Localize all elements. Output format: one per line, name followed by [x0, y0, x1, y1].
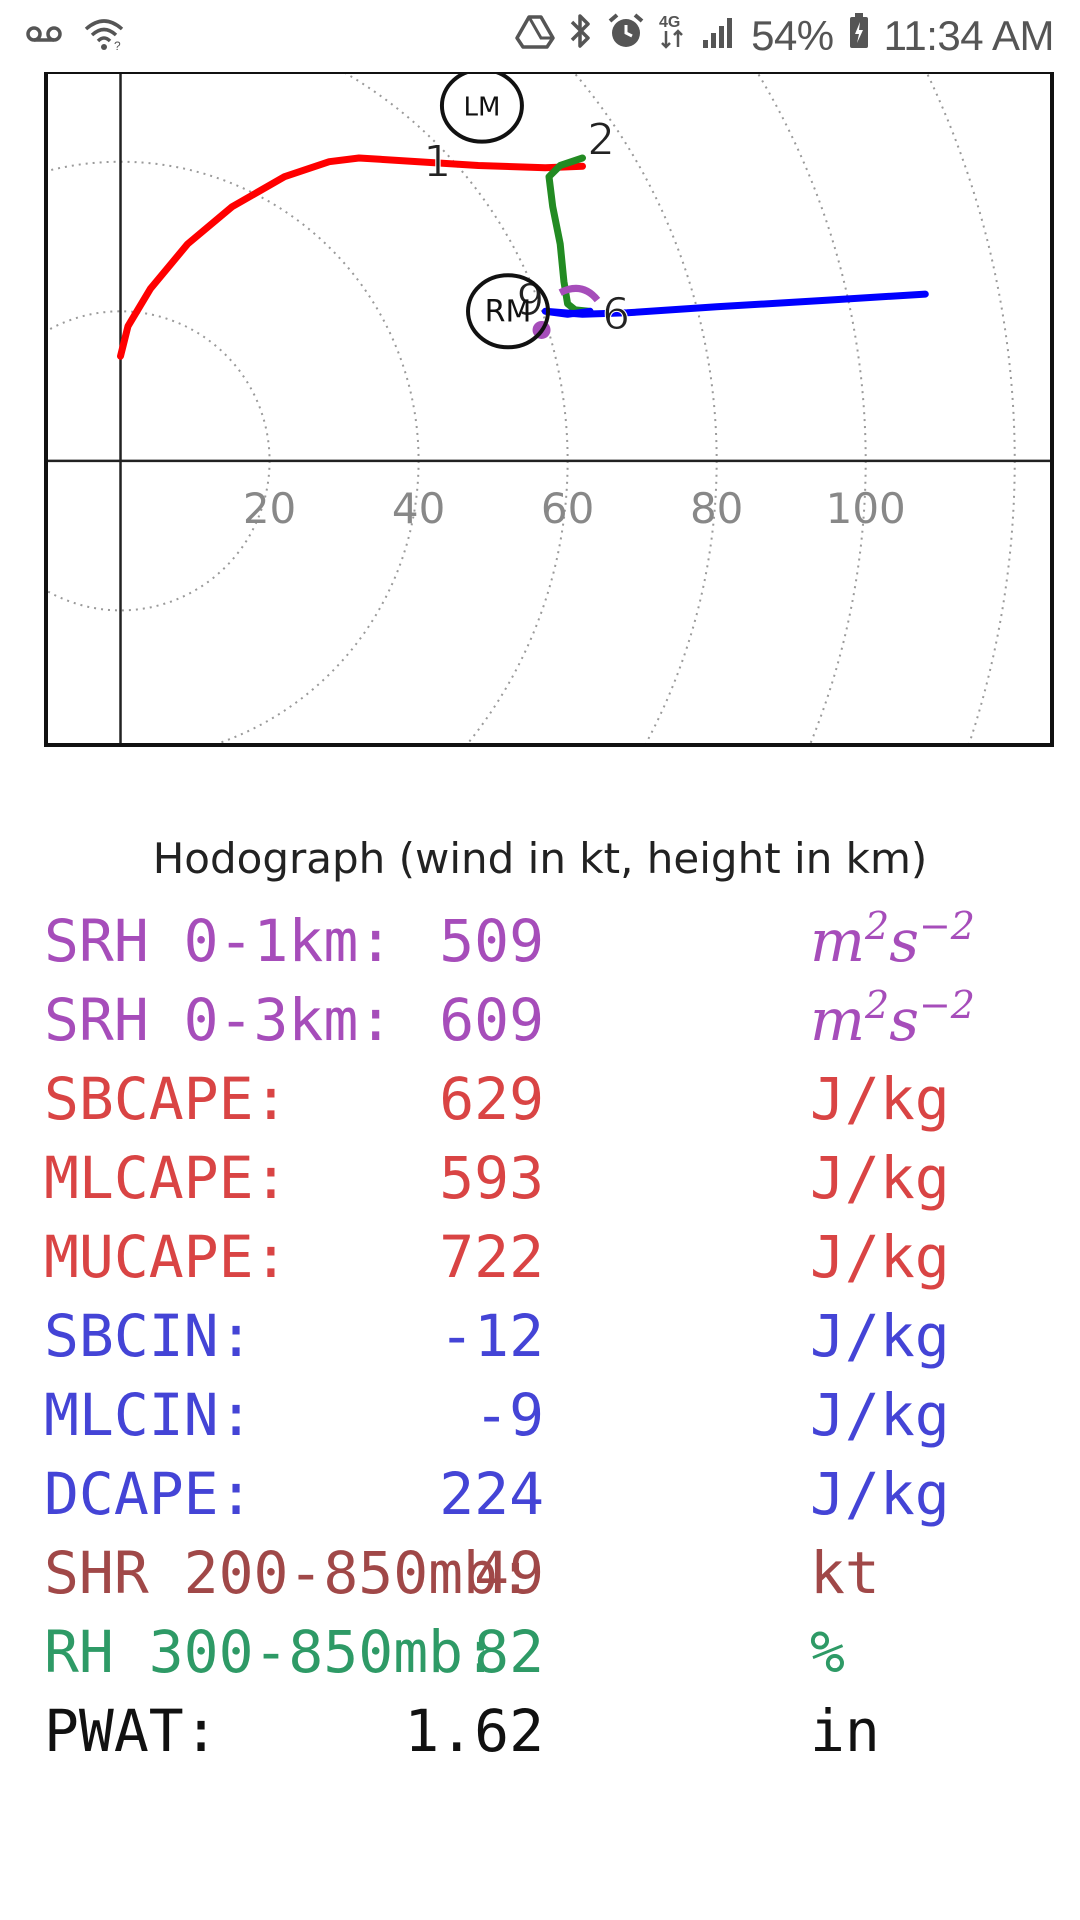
chart-title: Hodograph (wind in kt, height in km): [152, 834, 928, 883]
drive-sync-icon: [515, 12, 555, 60]
param-unit: %: [810, 1618, 845, 1686]
unit-part: s: [889, 986, 919, 1054]
battery-icon: [848, 12, 870, 60]
param-unit: J/kg: [810, 1460, 950, 1528]
param-value: 224: [439, 1460, 544, 1528]
wifi-icon: ?: [84, 17, 124, 56]
param-label: SRH 0-1km:: [44, 907, 394, 975]
param-value: 509: [439, 907, 544, 975]
param-label: SRH 0-3km:: [44, 986, 394, 1054]
param-unit: m2s−2: [810, 902, 975, 981]
param-unit: J/kg: [810, 1065, 950, 1133]
voicemail-icon: [26, 24, 62, 49]
param-label: MLCAPE:: [44, 1144, 289, 1212]
height-label-km: 6: [602, 289, 630, 340]
param-unit: m2s−2: [810, 981, 975, 1060]
left-mover-circle: [439, 72, 524, 144]
param-label: MUCAPE:: [44, 1223, 289, 1291]
param-unit: kt: [810, 1539, 880, 1607]
speed-ring: [572, 72, 718, 745]
param-row: RH 300-850mb: 82%: [44, 1613, 1044, 1692]
unit-part: s: [889, 907, 919, 975]
x-tick-label: 100: [826, 484, 906, 533]
param-value: 629: [439, 1065, 544, 1133]
clock-time: 11:34 AM: [883, 12, 1055, 59]
x-tick-label: 60: [541, 484, 594, 533]
hodograph-trace-1: [545, 154, 594, 315]
left-mover-label: LM: [463, 93, 500, 123]
param-unit: J/kg: [810, 1381, 950, 1449]
x-tick-label: 20: [243, 484, 296, 533]
param-unit: J/kg: [810, 1223, 950, 1291]
param-value: -12: [439, 1302, 544, 1370]
signal-icon: [701, 12, 737, 60]
sounding-parameters: SRH 0-1km: 509 m2s−2 SRH 0-3km: 609 m2s−2 SBCA…: [44, 902, 1044, 1771]
height-label-km: 1: [423, 137, 451, 188]
param-row: DCAPE: 224 J/kg: [44, 1455, 1044, 1534]
param-label: SBCIN:: [44, 1302, 254, 1370]
unit-part: −2: [918, 904, 975, 948]
x-tick-label: 80: [690, 484, 743, 533]
param-value: 1.62: [404, 1697, 544, 1765]
plot-frame: [44, 72, 1054, 747]
speed-ring: [925, 72, 1016, 745]
param-unit: J/kg: [810, 1302, 950, 1370]
battery-percent: 54%: [751, 12, 834, 59]
unit-part: m: [810, 907, 865, 975]
param-label: SHR 200-850mb:: [44, 1539, 533, 1607]
right-mover-label: RM: [485, 294, 532, 329]
param-unit: J/kg: [810, 1144, 950, 1212]
param-row: SHR 200-850mb: 49 kt: [44, 1534, 1044, 1613]
network-4g-icon: 4G: [659, 11, 687, 61]
svg-text:4G: 4G: [659, 14, 680, 31]
param-label: MLCIN:: [44, 1381, 254, 1449]
unit-part: m: [810, 986, 865, 1054]
param-row: SRH 0-1km: 509 m2s−2: [44, 902, 1044, 981]
bluetooth-icon: [569, 12, 593, 60]
param-value: 593: [439, 1144, 544, 1212]
svg-text:?: ?: [114, 39, 121, 51]
param-row: SBCIN: -12 J/kg: [44, 1297, 1044, 1376]
param-row: MUCAPE: 722 J/kg: [44, 1218, 1044, 1297]
param-label: SBCAPE:: [44, 1065, 289, 1133]
param-row: MLCAPE: 593 J/kg: [44, 1139, 1044, 1218]
inflow-arc: [558, 284, 601, 303]
unit-part: 2: [865, 904, 890, 948]
param-row: SBCAPE: 629 J/kg: [44, 1060, 1044, 1139]
param-value: 609: [439, 986, 544, 1054]
param-row: PWAT: 1.62 in: [44, 1692, 1044, 1771]
hodograph-trace-2: [541, 290, 929, 318]
param-row: MLCIN: -9 J/kg: [44, 1376, 1044, 1455]
height-label-km: 2: [587, 114, 615, 165]
x-tick-label: 40: [392, 484, 445, 533]
hodograph-trace-0: [117, 154, 586, 360]
param-label: PWAT:: [44, 1697, 219, 1765]
unit-part: 2: [865, 983, 890, 1027]
param-unit: in: [810, 1697, 880, 1765]
hodograph-panel: 20 40 60 80 100 1 2 6 9 LM RM Hodograph (wind in …: [0, 72, 1080, 883]
param-value: 722: [439, 1223, 544, 1291]
param-value: 82: [474, 1618, 544, 1686]
param-label: RH 300-850mb:: [44, 1618, 498, 1686]
param-value: -9: [474, 1381, 544, 1449]
right-mover-circle: [466, 273, 551, 350]
alarm-icon: [607, 12, 645, 60]
param-value: 49: [474, 1539, 544, 1607]
status-bar: ? 4G 54% 11:34 AM: [0, 0, 1080, 72]
param-label: DCAPE:: [44, 1460, 254, 1528]
unit-part: −2: [918, 983, 975, 1027]
param-row: SRH 0-3km: 609 m2s−2: [44, 981, 1044, 1060]
